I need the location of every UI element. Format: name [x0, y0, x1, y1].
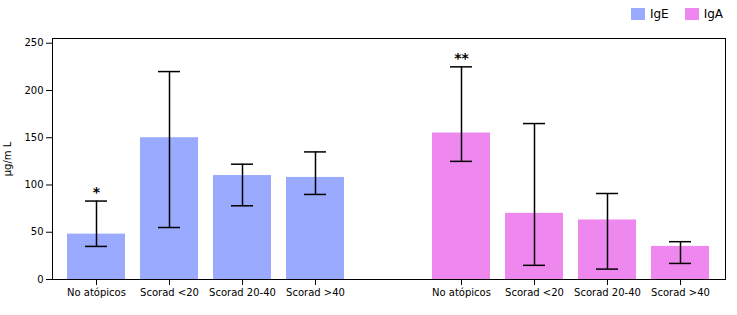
svg-text:150: 150 — [24, 132, 43, 143]
svg-text:250: 250 — [24, 37, 43, 48]
svg-text:No atópicos: No atópicos — [432, 287, 491, 298]
svg-text:200: 200 — [24, 85, 43, 96]
svg-text:Scorad >40: Scorad >40 — [286, 287, 345, 298]
svg-text:100: 100 — [24, 179, 43, 190]
svg-text:Scorad 20-40: Scorad 20-40 — [574, 287, 641, 298]
svg-text:0: 0 — [37, 274, 43, 285]
html-text:IgE: IgE — [649, 7, 669, 21]
svg-text:Scorad >40: Scorad >40 — [651, 287, 710, 298]
svg-text:*: * — [93, 184, 101, 200]
svg-text:Scorad <20: Scorad <20 — [140, 287, 199, 298]
svg-text:µg/m L: µg/m L — [2, 141, 13, 176]
svg-text:50: 50 — [31, 226, 44, 237]
svg-text:**: ** — [454, 50, 469, 66]
svg-text:Scorad 20-40: Scorad 20-40 — [209, 287, 276, 298]
svg-text:Scorad <20: Scorad <20 — [505, 287, 564, 298]
html-text:IgA: IgA — [703, 7, 723, 21]
svg-text:No atópicos: No atópicos — [67, 287, 126, 298]
